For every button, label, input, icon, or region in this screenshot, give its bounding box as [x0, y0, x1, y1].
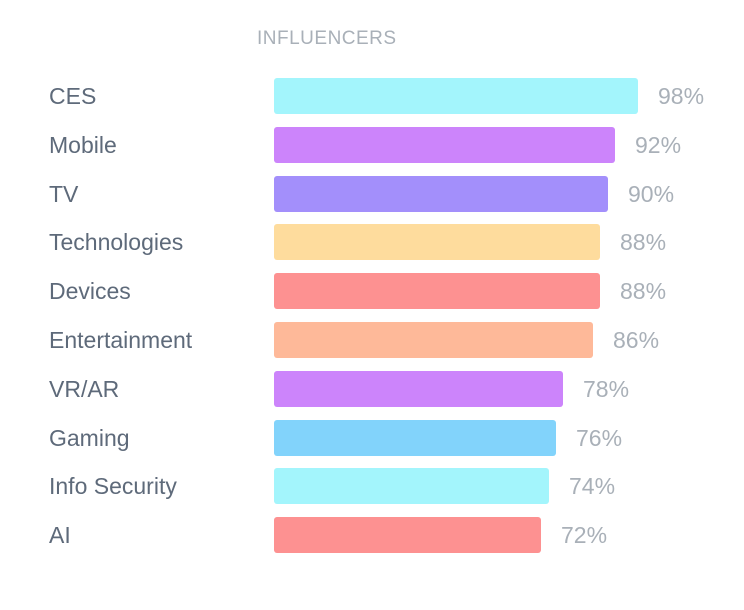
chart-title: INFLUENCERS — [257, 28, 397, 49]
bar — [274, 273, 600, 309]
category-label: VR/AR — [49, 376, 120, 402]
category-label: Devices — [49, 278, 131, 304]
category-label: Mobile — [49, 132, 117, 158]
bar — [274, 371, 563, 407]
category-label: Gaming — [49, 425, 130, 451]
bar — [274, 322, 593, 358]
value-label: 72% — [561, 522, 608, 548]
value-label: 86% — [613, 327, 660, 353]
bar — [274, 517, 541, 553]
category-label: CES — [49, 83, 97, 109]
value-label: 74% — [569, 473, 616, 499]
category-label: Entertainment — [49, 327, 193, 353]
value-label: 98% — [658, 83, 705, 109]
bar — [274, 224, 600, 260]
bar — [274, 78, 638, 114]
bar — [274, 176, 608, 212]
bar — [274, 127, 615, 163]
value-label: 90% — [628, 181, 675, 207]
value-label: 78% — [583, 376, 630, 402]
category-label: TV — [49, 181, 79, 207]
category-label: Technologies — [49, 229, 184, 255]
bar — [274, 468, 549, 504]
category-label: AI — [49, 522, 71, 548]
bar — [274, 420, 556, 456]
category-label: Info Security — [49, 473, 177, 499]
value-label: 88% — [620, 229, 667, 255]
value-label: 76% — [576, 425, 623, 451]
value-label: 92% — [635, 132, 682, 158]
value-label: 88% — [620, 278, 667, 304]
